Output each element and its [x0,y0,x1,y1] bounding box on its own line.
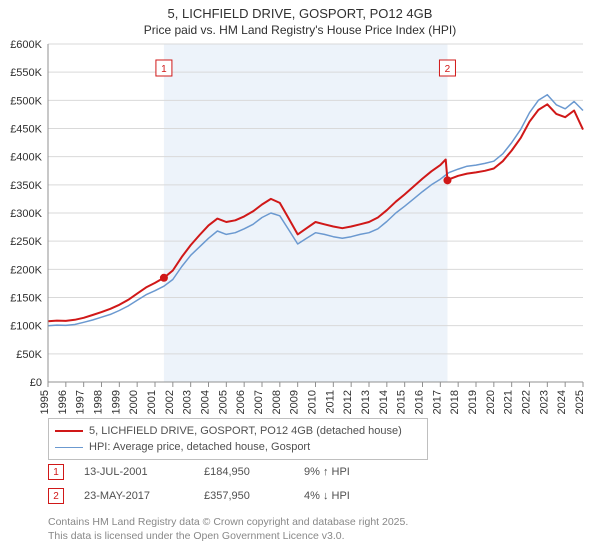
x-tick-label: 2009 [289,390,301,414]
sale-diff: 9% ↑ HPI [304,466,424,478]
x-tick-label: 2008 [271,390,283,414]
legend-item-paid: 5, LICHFIELD DRIVE, GOSPORT, PO12 4GB (d… [55,423,421,439]
x-tick-label: 1999 [110,390,122,414]
legend-swatch-paid [55,430,83,432]
legend-swatch-hpi [55,447,83,448]
x-tick-label: 2016 [414,390,426,414]
x-tick-label: 2022 [521,390,533,414]
chart-marker-number: 2 [445,64,451,75]
y-tick-label: £300K [10,208,42,220]
legend: 5, LICHFIELD DRIVE, GOSPORT, PO12 4GB (d… [48,418,428,460]
x-tick-label: 2020 [485,390,497,414]
x-tick-label: 1995 [39,390,51,414]
x-tick-label: 2002 [164,390,176,414]
x-tick-label: 2021 [503,390,515,414]
x-tick-label: 2011 [324,390,336,414]
x-tick-label: 1997 [75,390,87,414]
sale-date: 23-MAY-2017 [64,490,204,502]
y-tick-label: £250K [10,236,42,248]
x-tick-label: 1996 [57,390,69,414]
attribution-line1: Contains HM Land Registry data © Crown c… [48,516,408,530]
sale-price: £357,950 [204,490,304,502]
y-tick-label: £450K [10,124,42,136]
x-tick-label: 2024 [556,390,568,414]
sale-price: £184,950 [204,466,304,478]
x-tick-label: 2019 [467,390,479,414]
y-tick-label: £600K [10,39,42,51]
legend-label-paid: 5, LICHFIELD DRIVE, GOSPORT, PO12 4GB (d… [89,425,402,437]
chart-marker-number: 1 [161,64,167,75]
x-tick-label: 2013 [360,390,372,414]
x-tick-label: 2014 [378,390,390,414]
x-tick-label: 2000 [128,390,140,414]
x-tick-label: 2005 [217,390,229,414]
x-tick-label: 2007 [253,390,265,414]
y-tick-label: £0 [30,377,42,389]
y-tick-label: £550K [10,67,42,79]
x-tick-label: 2023 [538,390,550,414]
chart-marker-dot [443,176,451,184]
sale-date: 13-JUL-2001 [64,466,204,478]
chart-marker-dot [160,274,168,282]
x-tick-label: 2015 [396,390,408,414]
x-tick-label: 2004 [200,390,212,414]
x-tick-label: 1998 [93,390,105,414]
legend-item-hpi: HPI: Average price, detached house, Gosp… [55,439,421,455]
sale-marker-box: 2 [48,488,64,504]
x-tick-label: 2025 [574,390,586,414]
attribution: Contains HM Land Registry data © Crown c… [48,516,408,543]
x-tick-label: 2010 [307,390,319,414]
y-tick-label: £50K [16,349,42,361]
x-tick-label: 2018 [449,390,461,414]
y-tick-label: £100K [10,321,42,333]
x-tick-label: 2017 [431,390,443,414]
x-tick-label: 2001 [146,390,158,414]
y-tick-label: £400K [10,152,42,164]
x-tick-label: 2003 [182,390,194,414]
sale-marker-box: 1 [48,464,64,480]
x-tick-label: 2012 [342,390,354,414]
y-tick-label: £500K [10,95,42,107]
x-tick-label: 2006 [235,390,247,414]
y-tick-label: £350K [10,180,42,192]
sale-row: 1 13-JUL-2001 £184,950 9% ↑ HPI [48,464,424,480]
legend-label-hpi: HPI: Average price, detached house, Gosp… [89,441,310,453]
sale-row: 2 23-MAY-2017 £357,950 4% ↓ HPI [48,488,424,504]
sale-diff: 4% ↓ HPI [304,490,424,502]
figure: 5, LICHFIELD DRIVE, GOSPORT, PO12 4GB Pr… [0,0,600,560]
attribution-line2: This data is licensed under the Open Gov… [48,530,408,544]
y-tick-label: £200K [10,264,42,276]
y-tick-label: £150K [10,293,42,305]
